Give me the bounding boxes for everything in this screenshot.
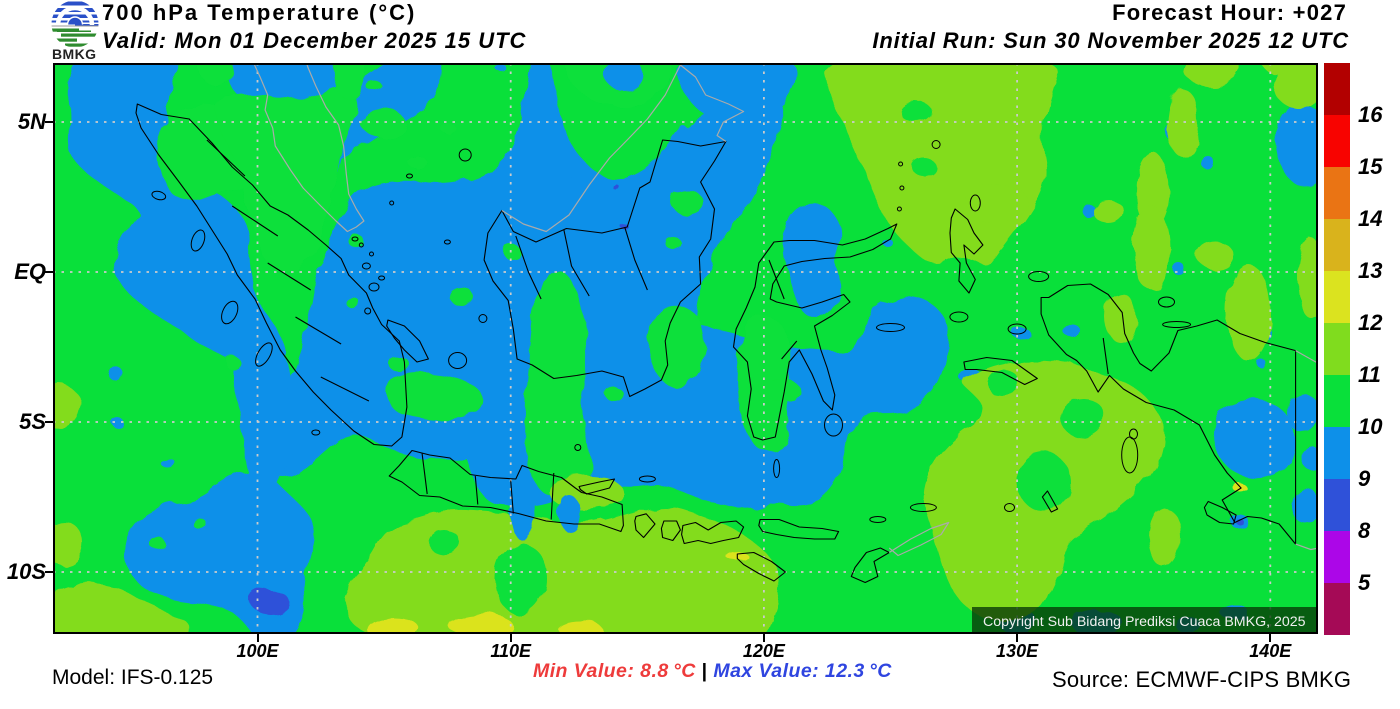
svg-text:Copyright Sub Bidang Prediksi: Copyright Sub Bidang Prediksi Cuaca BMKG… [983,614,1306,630]
svg-text:BMKG: BMKG [52,46,96,62]
